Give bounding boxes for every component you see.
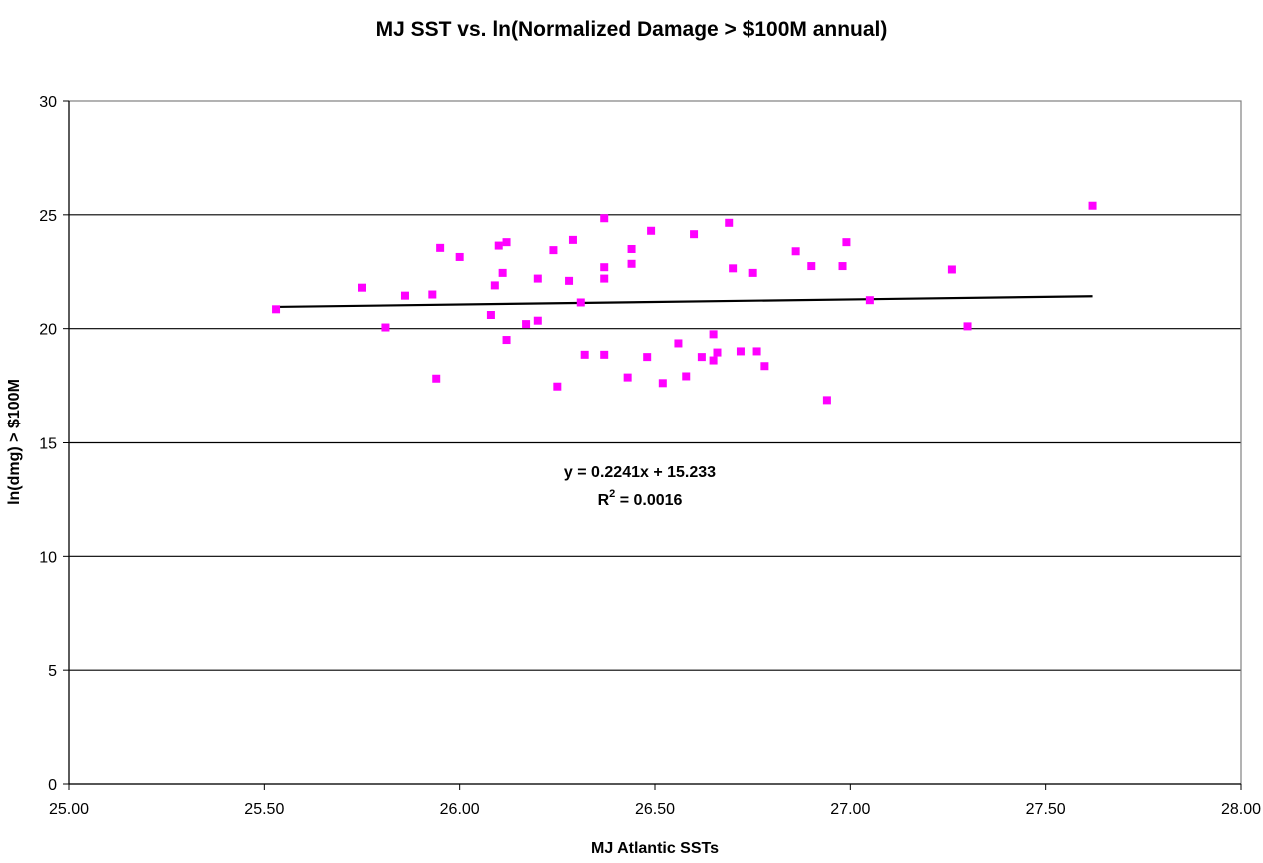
data-point — [549, 246, 558, 255]
data-point — [522, 320, 531, 329]
data-point — [600, 263, 609, 272]
data-point — [713, 348, 722, 357]
data-point — [690, 230, 699, 239]
trendline-equation: y = 0.2241x + 15.233 — [564, 464, 716, 481]
data-point — [760, 362, 769, 371]
x-tick-label: 27.50 — [1026, 801, 1066, 818]
trendline-group — [276, 295, 1093, 309]
y-tick-label: 30 — [39, 94, 57, 111]
data-point — [490, 281, 499, 290]
data-point — [455, 252, 464, 261]
data-point — [600, 214, 609, 223]
data-point — [432, 374, 441, 383]
data-point — [658, 379, 667, 388]
data-point — [436, 243, 445, 252]
y-tick-label: 15 — [39, 436, 57, 453]
data-point — [865, 296, 874, 305]
r-squared-sup: 2 — [609, 488, 615, 500]
data-point — [600, 274, 609, 283]
data-point — [272, 305, 281, 314]
data-point — [502, 238, 511, 247]
data-point — [647, 226, 656, 235]
x-tick-label: 25.50 — [244, 801, 284, 818]
y-tick-label: 20 — [39, 322, 57, 339]
data-point — [627, 244, 636, 253]
data-point — [576, 298, 585, 307]
y-tick-label: 5 — [48, 663, 57, 680]
data-point — [725, 218, 734, 227]
data-point — [494, 241, 503, 250]
x-tick-label: 26.00 — [440, 801, 480, 818]
data-point — [533, 316, 542, 325]
data-point — [947, 265, 956, 274]
data-point — [533, 274, 542, 283]
data-points — [272, 201, 1097, 405]
data-point — [838, 262, 847, 271]
y-axis-ticks: 0 5 10 15 20 25 30 — [39, 94, 69, 794]
data-point — [400, 291, 409, 300]
data-point — [643, 353, 652, 362]
x-axis-title: MJ Atlantic SSTs — [591, 840, 719, 857]
data-point — [627, 259, 636, 268]
data-point — [748, 268, 757, 277]
y-axis-title: ln(dmg) > $100M — [6, 379, 23, 505]
data-point — [697, 353, 706, 362]
data-point — [752, 347, 761, 356]
x-axis-ticks: 25.00 25.50 26.00 26.50 27.00 27.50 28.00 — [49, 784, 1261, 818]
x-tick-label: 27.00 — [830, 801, 870, 818]
x-tick-label: 26.50 — [635, 801, 675, 818]
data-point — [428, 290, 437, 299]
trendline — [276, 295, 1093, 309]
data-point — [580, 350, 589, 359]
data-point — [502, 336, 511, 345]
data-point — [674, 339, 683, 348]
data-point — [791, 247, 800, 256]
r-squared-value: = 0.0016 — [615, 492, 682, 509]
data-point — [381, 323, 390, 332]
y-tick-label: 10 — [39, 549, 57, 566]
data-point — [486, 311, 495, 320]
data-point — [565, 276, 574, 285]
data-point — [822, 396, 831, 405]
data-point — [1088, 201, 1097, 210]
chart-title: MJ SST vs. ln(Normalized Damage > $100M … — [375, 18, 888, 41]
data-point — [600, 350, 609, 359]
grid-lines — [69, 214, 1241, 671]
r-squared-prefix: R — [598, 492, 610, 509]
data-point — [623, 373, 632, 382]
data-point — [729, 264, 738, 273]
r-squared-label: R2 = 0.0016 — [598, 488, 683, 509]
data-point — [682, 372, 691, 381]
data-point — [709, 330, 718, 339]
data-point — [963, 322, 972, 331]
data-point — [498, 268, 507, 277]
data-point — [709, 356, 718, 365]
x-tick-label: 25.00 — [49, 801, 89, 818]
data-point — [358, 283, 366, 292]
data-point — [553, 382, 562, 391]
x-tick-label: 28.00 — [1221, 801, 1261, 818]
data-point — [736, 347, 745, 356]
data-point — [568, 235, 577, 244]
data-point — [842, 238, 851, 247]
y-tick-label: 25 — [39, 208, 57, 225]
y-tick-label: 0 — [48, 777, 57, 794]
data-point — [807, 262, 816, 271]
